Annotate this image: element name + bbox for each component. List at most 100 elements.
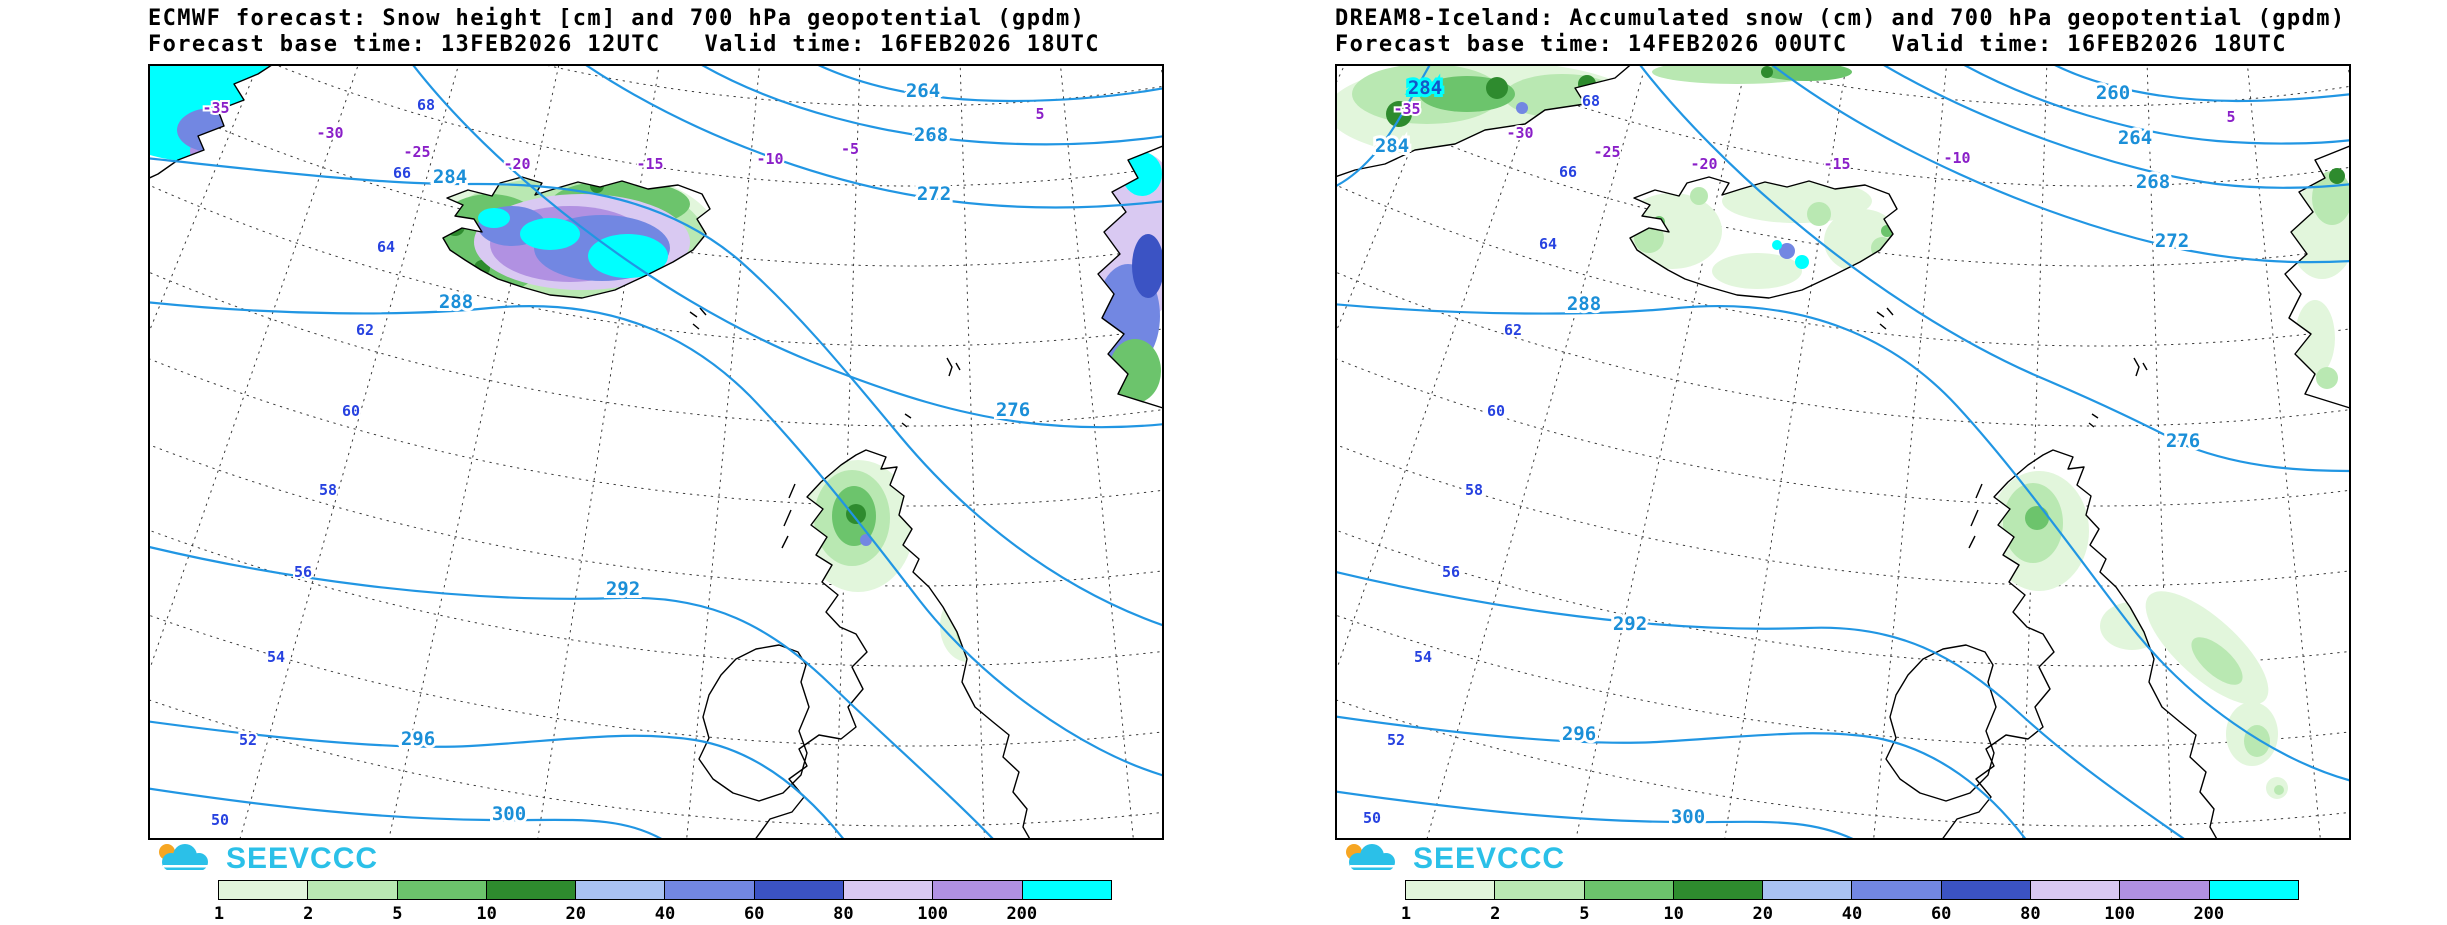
- svg-text:276: 276: [2166, 430, 2200, 452]
- contour-labels-cyan: 284: [1405, 74, 1445, 102]
- svg-text:288: 288: [1567, 293, 1601, 315]
- snow-color-scale: 1 2 5 10 20 40 60 80 100 200: [214, 880, 1112, 924]
- svg-text:-35: -35: [1393, 100, 1420, 118]
- svg-text:66: 66: [393, 164, 411, 182]
- svg-text:296: 296: [1562, 723, 1596, 745]
- svg-text:64: 64: [377, 238, 395, 256]
- logo-text: SEEVCCC: [226, 842, 379, 875]
- svg-text:-20: -20: [1690, 155, 1717, 173]
- scale-tick-label: 2: [303, 904, 314, 924]
- svg-text:-15: -15: [1823, 155, 1850, 173]
- svg-text:58: 58: [319, 481, 337, 499]
- scale-segment: [1494, 881, 1584, 899]
- seevccc-logo: SEEVCCC: [1339, 841, 1565, 877]
- svg-text:276: 276: [996, 399, 1030, 421]
- scale-segment: [575, 881, 665, 899]
- scale-tick-label: 1: [213, 904, 225, 924]
- scale-tick-label: 10: [476, 904, 497, 924]
- svg-text:268: 268: [2136, 171, 2170, 193]
- svg-text:272: 272: [2155, 230, 2189, 252]
- scale-tick-label: 5: [392, 904, 403, 924]
- svg-text:272: 272: [917, 183, 951, 205]
- geopotential-contours: [150, 66, 1162, 838]
- snow-scotland: [802, 460, 996, 662]
- scale-tick-label: 10: [1663, 904, 1684, 924]
- scale-segment: [2208, 881, 2298, 899]
- svg-text:-30: -30: [1506, 124, 1533, 142]
- svg-text:-10: -10: [1943, 149, 1970, 167]
- scale-segment: [1940, 881, 2031, 899]
- scale-segment: [843, 881, 933, 899]
- scale-segment: [1851, 881, 1941, 899]
- snow-shading: [150, 66, 1162, 662]
- scale-tick-label: 20: [1752, 904, 1774, 924]
- svg-text:50: 50: [1363, 809, 1381, 827]
- svg-text:56: 56: [1442, 563, 1460, 581]
- cloud-icon: [1346, 844, 1396, 873]
- scale-tick-label: 1: [1400, 904, 1412, 924]
- panel-subtitle: Forecast base time: 13FEB2026 12UTC Vali…: [148, 32, 1100, 57]
- svg-text:296: 296: [401, 728, 435, 750]
- map-dream8: 260 264 268 272 276 284 288 292 296 300 284 -35 -3…: [1335, 64, 2351, 840]
- panel-footer: SEEVCCC 1 2 5 10 20 40 60 80 100 200: [1335, 841, 2347, 925]
- scale-tick-label: 5: [1579, 904, 1590, 924]
- svg-text:52: 52: [239, 731, 257, 749]
- svg-text:68: 68: [417, 96, 435, 114]
- scale-tick-label: 200: [2193, 904, 2225, 924]
- svg-text:-35: -35: [202, 99, 229, 117]
- svg-text:56: 56: [294, 563, 312, 581]
- snow-north-sea-streak: [2145, 591, 2288, 799]
- svg-text:300: 300: [1671, 806, 1705, 828]
- geopotential-contours: [1337, 66, 2349, 838]
- panel-title: DREAM8-Iceland: Accumulated snow (cm) an…: [1335, 6, 2346, 31]
- svg-text:-5: -5: [841, 140, 859, 158]
- scale-segment: [1672, 881, 1763, 899]
- scale-tick-label: 80: [2020, 904, 2041, 924]
- svg-text:5: 5: [1035, 105, 1044, 123]
- contour-labels: 264 268 272 276 284 288 292 296 300: [398, 77, 1033, 828]
- seevccc-logo: SEEVCCC: [152, 841, 378, 877]
- cloud-icon: [159, 844, 209, 873]
- scale-segment: [932, 881, 1022, 899]
- logo-text: SEEVCCC: [1413, 842, 1566, 875]
- latitude-labels: 68 66 64 62 60 58 56 54 52 50: [209, 94, 437, 831]
- scale-tick-label: 40: [654, 904, 676, 924]
- svg-text:-20: -20: [503, 155, 530, 173]
- scale-tick-label: 200: [1006, 904, 1038, 924]
- svg-text:62: 62: [356, 321, 374, 339]
- coastlines: [1337, 66, 2349, 838]
- svg-text:288: 288: [439, 291, 473, 313]
- snow-iceland: [1630, 179, 1897, 289]
- scale-segment: [1762, 881, 1852, 899]
- scale-tick-label: 2: [1490, 904, 1501, 924]
- svg-text:-25: -25: [403, 143, 430, 161]
- svg-text:-15: -15: [636, 155, 663, 173]
- svg-text:50: 50: [211, 811, 229, 829]
- scale-segment: [664, 881, 754, 899]
- latitude-labels: 68 66 64 62 60 58 56 54 52 50: [1361, 90, 1602, 829]
- contour-labels: 260 264 268 272 276 284 288 292 296 300: [1372, 79, 2203, 831]
- svg-text:60: 60: [342, 402, 360, 420]
- svg-text:54: 54: [1414, 648, 1432, 666]
- scale-segment: [2119, 881, 2209, 899]
- svg-text:-30: -30: [316, 124, 343, 142]
- longitude-labels: -35 -30 -25 -20 -15 -10 -5 5: [200, 97, 1046, 175]
- scale-segment: [1406, 881, 1495, 899]
- scale-segment: [2030, 881, 2120, 899]
- graticule-grid: [1337, 66, 2349, 838]
- snow-scotland: [1989, 471, 2164, 650]
- scale-segment: [219, 881, 308, 899]
- map-ecmwf: 264 268 272 276 284 288 292 296 300 -35 -30 -25 -20…: [148, 64, 1164, 840]
- svg-text:66: 66: [1559, 163, 1577, 181]
- scale-tick-label: 60: [1930, 904, 1952, 924]
- panel-dream8: DREAM8-Iceland: Accumulated snow (cm) an…: [1335, 0, 2355, 925]
- svg-text:52: 52: [1387, 731, 1405, 749]
- svg-text:300: 300: [492, 803, 526, 825]
- panel-subtitle: Forecast base time: 14FEB2026 00UTC Vali…: [1335, 32, 2287, 57]
- scale-segment: [307, 881, 397, 899]
- panel-ecmwf: ECMWF forecast: Snow height [cm] and 700…: [148, 0, 1168, 925]
- scale-segment: [1583, 881, 1673, 899]
- coastlines: [150, 66, 1162, 838]
